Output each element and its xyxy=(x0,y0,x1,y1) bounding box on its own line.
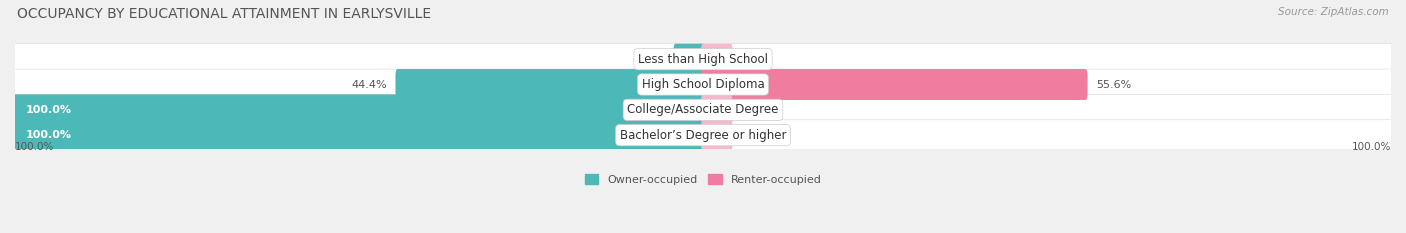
Text: OCCUPANCY BY EDUCATIONAL ATTAINMENT IN EARLYSVILLE: OCCUPANCY BY EDUCATIONAL ATTAINMENT IN E… xyxy=(17,7,432,21)
FancyBboxPatch shape xyxy=(702,120,733,151)
Text: 0.0%: 0.0% xyxy=(741,54,769,64)
FancyBboxPatch shape xyxy=(702,44,733,75)
FancyBboxPatch shape xyxy=(13,120,1393,151)
Text: 100.0%: 100.0% xyxy=(15,142,55,152)
Text: 55.6%: 55.6% xyxy=(1095,79,1130,89)
Text: 44.4%: 44.4% xyxy=(352,79,387,89)
FancyBboxPatch shape xyxy=(13,120,704,151)
FancyBboxPatch shape xyxy=(13,94,704,125)
FancyBboxPatch shape xyxy=(13,69,1393,100)
Text: 100.0%: 100.0% xyxy=(1351,142,1391,152)
Text: Source: ZipAtlas.com: Source: ZipAtlas.com xyxy=(1278,7,1389,17)
Text: High School Diploma: High School Diploma xyxy=(641,78,765,91)
FancyBboxPatch shape xyxy=(13,44,1393,75)
Text: Less than High School: Less than High School xyxy=(638,53,768,66)
FancyBboxPatch shape xyxy=(702,94,733,125)
FancyBboxPatch shape xyxy=(395,69,704,100)
Text: College/Associate Degree: College/Associate Degree xyxy=(627,103,779,116)
Text: 100.0%: 100.0% xyxy=(25,105,72,115)
Text: 0.0%: 0.0% xyxy=(741,105,769,115)
Text: 0.0%: 0.0% xyxy=(637,54,665,64)
Text: 0.0%: 0.0% xyxy=(741,130,769,140)
Legend: Owner-occupied, Renter-occupied: Owner-occupied, Renter-occupied xyxy=(585,174,821,185)
FancyBboxPatch shape xyxy=(673,44,704,75)
FancyBboxPatch shape xyxy=(702,69,1088,100)
Text: Bachelor’s Degree or higher: Bachelor’s Degree or higher xyxy=(620,129,786,142)
Text: 100.0%: 100.0% xyxy=(25,130,72,140)
FancyBboxPatch shape xyxy=(13,94,1393,125)
